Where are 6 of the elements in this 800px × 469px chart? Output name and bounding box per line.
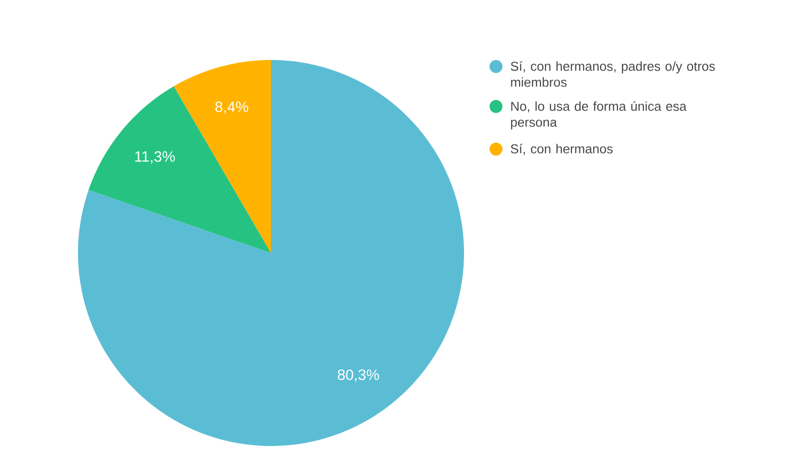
legend-label: No, lo usa de forma única esa persona — [511, 101, 687, 130]
data-label: 80,3% — [338, 369, 379, 382]
legend-label: Sí, con hermanos — [510, 144, 613, 155]
data-label: 8,4% — [215, 101, 248, 114]
data-label: 11,3% — [135, 151, 175, 164]
legend-label: Sí, con hermanos, padres o/y otros miembros — [510, 61, 715, 87]
